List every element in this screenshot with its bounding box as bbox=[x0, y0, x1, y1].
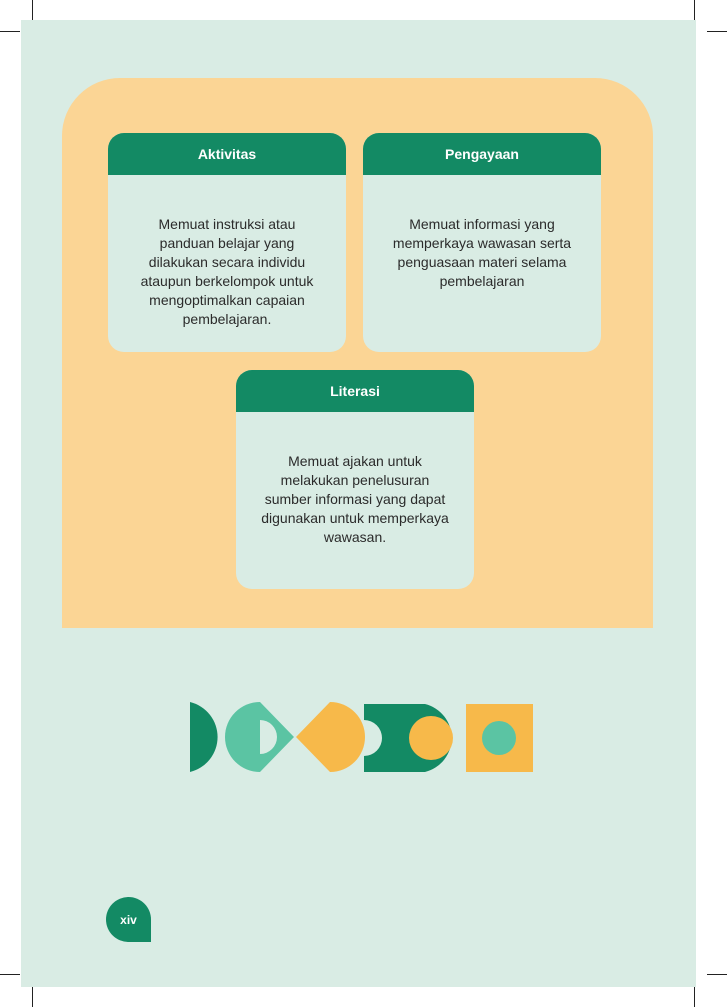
description-line: pembelajaran bbox=[439, 273, 525, 289]
description-line: pembelajaran. bbox=[182, 311, 272, 327]
half-circle-cutout-icon bbox=[260, 720, 277, 754]
crop-mark bbox=[0, 974, 20, 975]
description-line: dilakukan secara individu bbox=[148, 254, 306, 270]
crop-mark bbox=[0, 31, 20, 32]
crop-mark bbox=[32, 987, 33, 1007]
card-aktivitas: Aktivitas Memuat instruksi atau panduan … bbox=[108, 133, 346, 352]
description-line: ataupun berkelompok untuk bbox=[140, 273, 314, 289]
crop-mark bbox=[707, 31, 727, 32]
card-title: Literasi bbox=[236, 370, 474, 412]
circle-yellow-icon bbox=[409, 716, 453, 760]
crop-mark bbox=[32, 0, 33, 20]
description-line: Memuat ajakan untuk bbox=[288, 453, 422, 469]
card-title: Pengayaan bbox=[363, 133, 601, 175]
card-pengayaan: Pengayaan Memuat informasi yang memperka… bbox=[363, 133, 601, 352]
half-circle-green-icon bbox=[190, 702, 218, 772]
card-description: Memuat informasi yang memperkaya wawasan… bbox=[363, 215, 601, 291]
card-title: Aktivitas bbox=[108, 133, 346, 175]
description-line: melakukan penelusuran bbox=[280, 472, 430, 488]
description-line: Memuat instruksi atau bbox=[158, 216, 296, 232]
description-line: sumber informasi yang dapat bbox=[264, 491, 446, 507]
card-literasi: Literasi Memuat ajakan untuk melakukan p… bbox=[236, 370, 474, 589]
crop-mark bbox=[694, 987, 695, 1007]
card-description: Memuat ajakan untuk melakukan penelusura… bbox=[236, 452, 474, 547]
circle-teal-small-icon bbox=[482, 721, 516, 755]
page-number: xiv bbox=[106, 897, 151, 942]
description-line: panduan belajar yang bbox=[159, 235, 295, 251]
description-line: mengoptimalkan capaian bbox=[149, 292, 305, 308]
description-line: wawasan. bbox=[323, 529, 387, 545]
card-description: Memuat instruksi atau panduan belajar ya… bbox=[108, 215, 346, 329]
crop-mark bbox=[707, 974, 727, 975]
crop-mark bbox=[694, 0, 695, 20]
description-line: Memuat informasi yang bbox=[409, 216, 555, 232]
description-line: digunakan untuk memperkaya bbox=[261, 510, 449, 526]
diamond-yellow-icon bbox=[296, 702, 365, 772]
circle-teal-icon bbox=[225, 702, 260, 772]
description-line: penguasaan materi selama bbox=[397, 254, 567, 270]
description-line: memperkaya wawasan serta bbox=[392, 235, 572, 251]
geometric-ornament bbox=[190, 702, 533, 772]
